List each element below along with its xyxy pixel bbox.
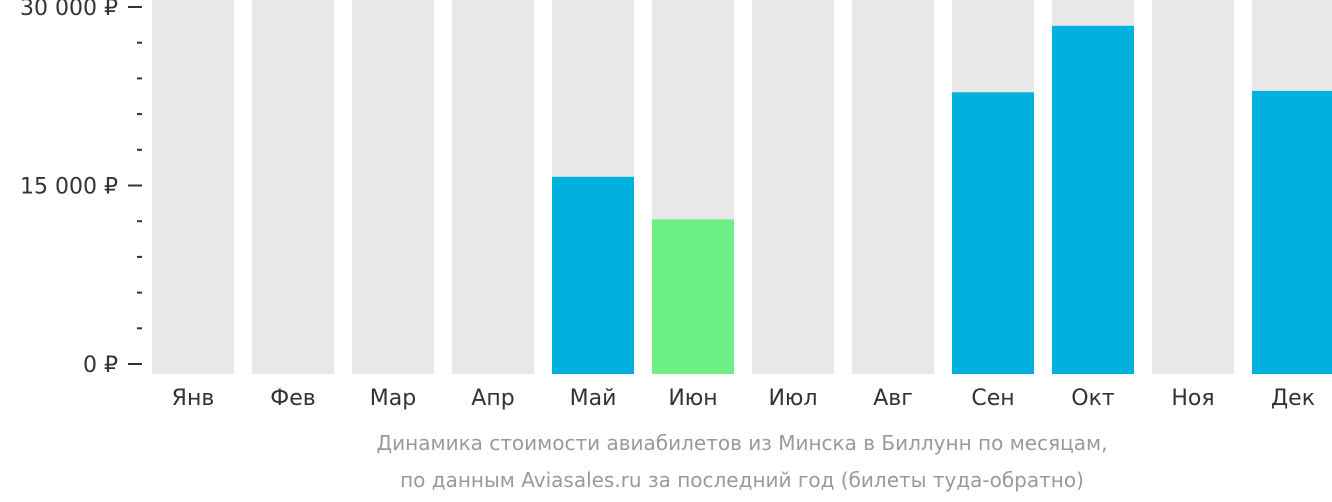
bar-background	[1152, 0, 1234, 374]
bar-background	[752, 0, 834, 374]
bar-background	[452, 0, 534, 374]
x-tick-label: Янв	[172, 386, 215, 411]
bar-10[interactable]	[1052, 25, 1134, 374]
bar-background	[852, 0, 934, 374]
y-tick-label: 0 ₽	[83, 353, 118, 378]
bars	[152, 0, 1332, 375]
bar-background	[352, 0, 434, 374]
x-tick-label: Сен	[971, 386, 1014, 411]
bar-5[interactable]	[552, 176, 634, 374]
x-tick-label: Июн	[668, 386, 717, 411]
bar-background	[152, 0, 234, 374]
x-tick-label: Май	[570, 386, 617, 411]
x-tick-label: Ноя	[1171, 386, 1214, 411]
x-tick-label: Окт	[1071, 386, 1115, 411]
x-tick-label: Авг	[873, 386, 913, 411]
x-tick-label: Дек	[1271, 386, 1315, 411]
y-tick-label: 15 000 ₽	[20, 175, 118, 200]
x-axis: Янв Фев Мар Апр Май Июн Июл Авг Сен Окт Ноя Дек	[172, 386, 1315, 411]
x-tick-label: Апр	[471, 386, 514, 411]
chart-caption-line-1: Динамика стоимости авиабилетов из Минска…	[376, 431, 1108, 455]
x-tick-label: Июл	[768, 386, 817, 411]
x-tick-label: Фев	[270, 386, 315, 411]
chart-caption-line-2: по данным Aviasales.ru за последний год …	[400, 468, 1084, 492]
y-tick-label: 30 000 ₽	[20, 0, 118, 21]
bar-9[interactable]	[952, 92, 1034, 374]
bar-background	[252, 0, 334, 374]
bar-6[interactable]	[652, 219, 734, 374]
bar-12[interactable]	[1252, 90, 1332, 375]
y-axis: 30 000 ₽ 15 000 ₽ 0 ₽	[20, 0, 142, 378]
x-tick-label: Мар	[370, 386, 416, 411]
